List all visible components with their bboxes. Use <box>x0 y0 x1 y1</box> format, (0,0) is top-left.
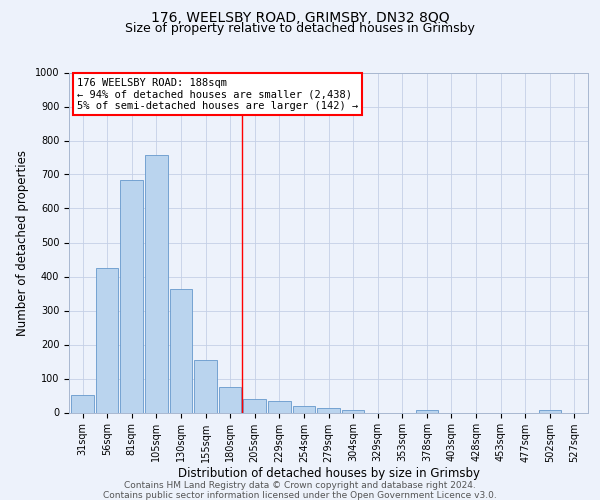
Bar <box>71 395 94 412</box>
Bar <box>244 399 266 412</box>
Text: 176, WEELSBY ROAD, GRIMSBY, DN32 8QQ: 176, WEELSBY ROAD, GRIMSBY, DN32 8QQ <box>151 11 449 25</box>
Bar <box>416 410 438 412</box>
Text: Contains HM Land Registry data © Crown copyright and database right 2024.: Contains HM Land Registry data © Crown c… <box>124 482 476 490</box>
Text: 176 WEELSBY ROAD: 188sqm
← 94% of detached houses are smaller (2,438)
5% of semi: 176 WEELSBY ROAD: 188sqm ← 94% of detach… <box>77 78 358 111</box>
Bar <box>317 408 340 412</box>
Text: Contains public sector information licensed under the Open Government Licence v3: Contains public sector information licen… <box>103 490 497 500</box>
Bar <box>219 387 241 412</box>
Bar <box>121 180 143 412</box>
Bar <box>170 290 192 412</box>
Bar <box>293 406 315 412</box>
X-axis label: Distribution of detached houses by size in Grimsby: Distribution of detached houses by size … <box>178 468 479 480</box>
Bar <box>96 268 118 412</box>
Bar <box>539 410 561 412</box>
Bar <box>194 360 217 412</box>
Bar <box>268 402 290 412</box>
Y-axis label: Number of detached properties: Number of detached properties <box>16 150 29 336</box>
Bar <box>145 155 167 412</box>
Text: Size of property relative to detached houses in Grimsby: Size of property relative to detached ho… <box>125 22 475 35</box>
Bar <box>342 410 364 412</box>
